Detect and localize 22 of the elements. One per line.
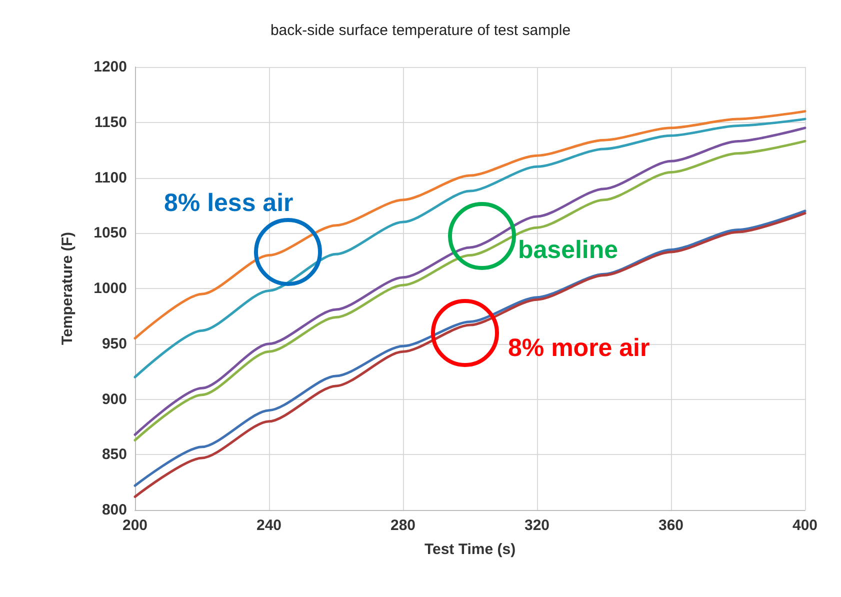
y-tick-label: 850 bbox=[102, 446, 127, 464]
y-tick-label: 1150 bbox=[94, 114, 127, 131]
y-tick-label: 900 bbox=[102, 390, 127, 408]
annotation: 8% less air bbox=[164, 188, 294, 218]
x-tick-label: 200 bbox=[122, 517, 148, 534]
x-tick-label: 240 bbox=[256, 517, 282, 534]
y-tick-label: 1000 bbox=[94, 280, 127, 297]
annotation: 8% more air bbox=[508, 333, 650, 363]
x-tick-label: 360 bbox=[658, 517, 684, 534]
y-tick-label: 1100 bbox=[94, 169, 127, 186]
y-tick-label: 950 bbox=[102, 335, 127, 352]
x-tick-label: 280 bbox=[390, 517, 416, 534]
y-tick-label: 800 bbox=[102, 502, 127, 518]
x-tick-label: 320 bbox=[524, 517, 550, 534]
y-tick-label: 1200 bbox=[94, 58, 127, 76]
x-axis-title: Test Time (s) bbox=[424, 541, 516, 558]
y-axis-title: Temperature (F) bbox=[59, 232, 76, 346]
x-tick-label: 400 bbox=[792, 517, 818, 534]
y-tick-label: 1050 bbox=[94, 224, 127, 242]
chart-title: back-side surface temperature of test sample bbox=[270, 22, 571, 39]
line-series bbox=[134, 118, 806, 378]
annotation: baseline bbox=[518, 235, 618, 265]
